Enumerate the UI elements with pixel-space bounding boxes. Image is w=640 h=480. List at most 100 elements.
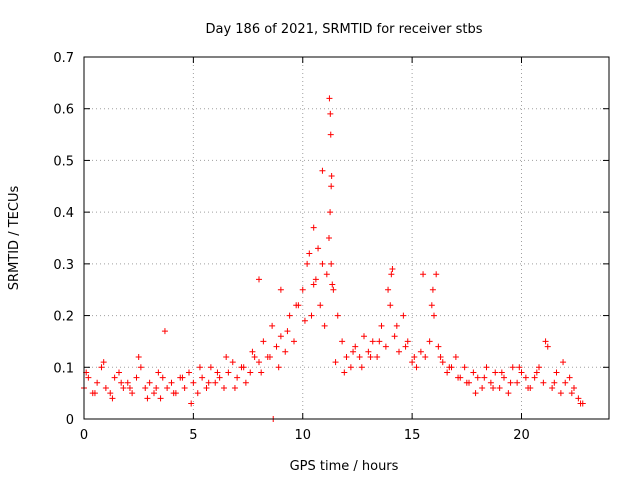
data-point: [234, 374, 241, 381]
data-point: [256, 359, 262, 366]
data-point: [470, 369, 477, 376]
data-point: [277, 286, 284, 293]
data-point: [291, 338, 297, 345]
data-point: [153, 384, 160, 391]
data-point: [435, 343, 442, 350]
data-point: [347, 364, 354, 371]
y-tick-label: 0.5: [53, 154, 74, 169]
data-point: [533, 369, 540, 376]
data-point: [159, 374, 166, 381]
data-point: [327, 209, 334, 216]
data-point: [161, 328, 168, 335]
data-point: [329, 281, 336, 288]
data-point: [437, 353, 444, 360]
data-point: [164, 384, 171, 391]
data-point: [308, 312, 315, 319]
data-point: [522, 374, 529, 381]
x-tick-label: 0: [80, 428, 88, 443]
data-point: [190, 379, 197, 386]
data-point: [266, 353, 273, 360]
data-point: [107, 390, 114, 397]
data-point: [116, 369, 122, 376]
y-tick-label: 0.4: [53, 206, 74, 221]
data-point: [155, 369, 162, 376]
data-point: [516, 364, 523, 371]
data-point: [275, 364, 282, 371]
data-point: [310, 224, 317, 231]
data-point: [361, 333, 367, 340]
data-point: [327, 110, 334, 117]
x-tick-labels: 0 5 10 15 20: [80, 428, 530, 443]
data-point: [417, 348, 424, 355]
data-point: [321, 322, 328, 329]
data-point: [319, 167, 326, 174]
data-point: [474, 374, 481, 381]
data-point: [518, 369, 525, 376]
data-point: [214, 369, 221, 376]
data-point: [326, 95, 333, 102]
data-point: [304, 260, 311, 267]
data-point: [212, 379, 219, 386]
data-point: [540, 379, 547, 386]
data-point: [378, 322, 385, 329]
data-point: [225, 369, 232, 376]
data-point: [144, 395, 151, 402]
data-point: [400, 312, 407, 319]
data-point: [431, 312, 437, 319]
data-point: [455, 374, 462, 381]
data-point: [404, 338, 411, 345]
data-point: [376, 338, 383, 345]
axis-ticks: [83, 56, 609, 420]
data-point: [151, 390, 157, 397]
data-point: [269, 322, 276, 329]
data-point: [146, 379, 153, 386]
x-tick-label: 15: [404, 428, 421, 443]
data-point: [422, 353, 429, 360]
data-point: [328, 172, 335, 179]
data-point: [553, 369, 560, 376]
data-point: [463, 379, 470, 386]
data-point: [433, 271, 440, 278]
data-point: [439, 359, 446, 366]
x-tick-label: 20: [513, 428, 530, 443]
data-point: [293, 302, 300, 309]
data-point: [428, 302, 435, 309]
data-point: [505, 390, 512, 397]
data-point: [196, 364, 203, 371]
data-point: [369, 338, 376, 345]
data-point: [536, 364, 542, 371]
data-point: [542, 338, 549, 345]
data-point: [409, 359, 416, 366]
data-point: [323, 271, 330, 278]
data-point: [126, 384, 133, 391]
y-tick-label: 0.2: [53, 310, 74, 325]
data-point: [315, 245, 322, 252]
data-point: [188, 400, 195, 407]
data-point: [203, 384, 210, 391]
data-point: [483, 364, 490, 371]
data-point: [374, 353, 381, 360]
data-point: [385, 286, 392, 293]
data-point: [231, 384, 238, 391]
data-point: [426, 338, 433, 345]
data-point: [487, 379, 494, 386]
data-point: [118, 379, 125, 386]
data-point: [367, 353, 374, 360]
data-point: [124, 379, 131, 386]
data-point: [186, 369, 192, 376]
y-tick-label: 0.6: [53, 103, 74, 118]
data-point: [551, 379, 558, 386]
data-point: [356, 353, 363, 360]
data-point: [301, 317, 308, 324]
data-point: [98, 364, 105, 371]
data-point: [157, 395, 164, 402]
data-point: [352, 343, 359, 350]
plot-frame: [83, 56, 610, 420]
data-point: [525, 384, 532, 391]
data-point: [249, 348, 256, 355]
data-point: [444, 369, 451, 376]
data-point: [256, 276, 262, 283]
x-tick-label: 5: [189, 428, 197, 443]
data-point: [365, 348, 372, 355]
data-point: [339, 338, 346, 345]
